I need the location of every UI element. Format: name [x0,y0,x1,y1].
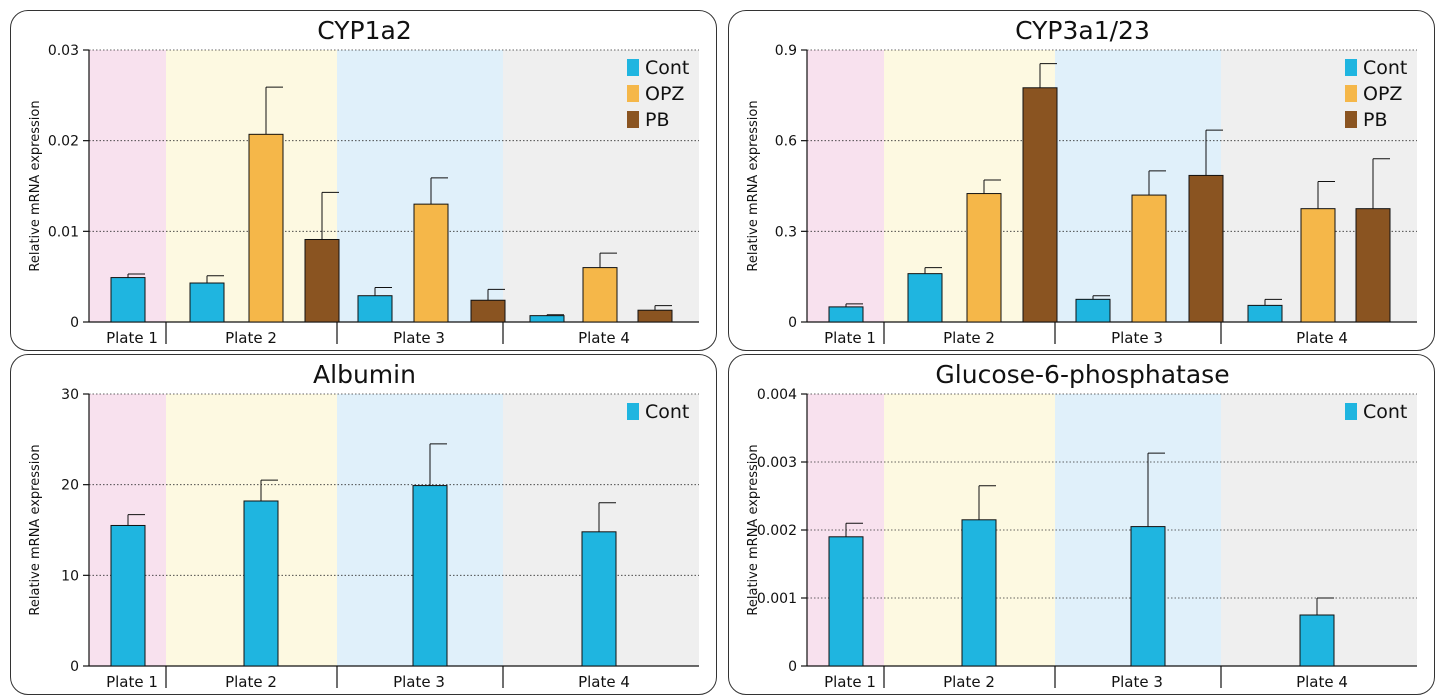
legend-swatch [1345,111,1357,128]
plate-band [807,50,884,322]
y-tick-label: 0.3 [775,224,797,240]
bar [581,531,617,667]
legend-swatch [627,85,639,102]
x-tick-label: Plate 1 [106,673,158,691]
bar [637,309,673,323]
legend-label: Cont [1363,57,1407,79]
x-tick-label: Plate 1 [106,329,158,347]
bar [1022,87,1058,323]
bar [1355,208,1391,323]
y-tick-label: 20 [61,478,79,494]
y-tick-label: 0.9 [775,43,797,59]
bar [412,485,448,667]
x-tick-label: Plate 3 [393,673,445,691]
chart-title: CYP1a2 [317,16,412,45]
y-tick-label: 0 [788,315,797,331]
x-tick-label: Plate 2 [225,329,277,347]
y-tick-label: 30 [61,387,79,403]
x-tick-label: Plate 3 [1111,673,1163,691]
x-tick-label: Plate 3 [1111,329,1163,347]
y-axis-label: Relative mRNA expression [746,100,761,271]
legend-label: Cont [645,57,689,79]
chart-svg: 0 0.3 0.6 0.9 Plate 1 Plate 2 Plate 3 Plate 4 Re… [746,16,1417,347]
y-tick-label: 0 [70,659,79,675]
legend-label: OPZ [1363,83,1402,105]
legend-label: PB [1363,109,1388,131]
y-tick-label: 0.004 [757,387,797,403]
bar [357,295,393,323]
chart-panel-glucose-6-phosphatase: 0 0.001 0.002 0.003 0.004 Plate 1 Plate 2 Plate… [728,354,1435,695]
y-tick-label: 0.02 [48,134,79,150]
bar [1130,526,1166,667]
bar [1300,208,1336,323]
x-tick-label: Plate 2 [225,673,277,691]
chart-panel-cyp1a2: 0 0.01 0.02 0.03 Plate 1 Plate 2 Plate 3 Plate … [10,10,717,351]
bar [582,267,618,323]
bar [1131,194,1167,323]
legend-label: Cont [1363,401,1407,423]
y-tick-label: 0.003 [757,455,797,471]
x-tick-label: Plate 4 [1296,673,1348,691]
bar [110,524,146,667]
chart-svg: 0 0.01 0.02 0.03 Plate 1 Plate 2 Plate 3 Plate … [28,16,699,347]
x-tick-label: Plate 2 [943,673,995,691]
y-tick-label: 0.03 [48,43,79,59]
chart-svg: 0 0.001 0.002 0.003 0.004 Plate 1 Plate 2 Plate… [746,360,1417,691]
legend-label: PB [645,109,670,131]
chart-panel-cyp3a1-23: 0 0.3 0.6 0.9 Plate 1 Plate 2 Plate 3 Plate 4 Re… [728,10,1435,351]
bar [907,273,943,323]
legend-swatch [627,111,639,128]
x-tick-label: Plate 4 [1296,329,1348,347]
y-tick-label: 10 [61,568,79,584]
y-tick-label: 0 [70,315,79,331]
x-tick-label: Plate 3 [393,329,445,347]
x-tick-label: Plate 4 [578,673,630,691]
x-tick-label: Plate 1 [824,329,876,347]
legend-label: Cont [645,401,689,423]
y-tick-label: 0 [788,659,797,675]
y-axis-label: Relative mRNA expression [746,444,761,615]
y-axis-label: Relative mRNA expression [28,100,43,271]
bar [470,299,506,323]
legend-label: OPZ [645,83,684,105]
y-tick-label: 0.01 [48,224,79,240]
y-axis-label: Relative mRNA expression [28,444,43,615]
chart-svg: 0 10 20 30 Plate 1 Plate 2 Plate 3 Plate 4 Relat… [28,360,699,691]
y-tick-label: 0.6 [775,134,797,150]
y-tick-label: 0.002 [757,523,797,539]
y-tick-label: 0.001 [757,591,797,607]
bar [1299,614,1335,667]
x-tick-label: Plate 1 [824,673,876,691]
legend-swatch [627,59,639,76]
bar [110,277,146,323]
bar [1188,174,1224,323]
bar [1075,298,1111,323]
chart-title: Glucose-6-phosphatase [935,360,1229,389]
bar [828,536,864,667]
x-tick-label: Plate 4 [578,329,630,347]
bar [413,203,449,323]
bar [1247,304,1283,323]
bar [961,519,997,667]
chart-title: CYP3a1/23 [1015,16,1150,45]
bar [304,238,340,323]
bar [529,315,565,323]
legend-swatch [1345,59,1357,76]
bar [243,500,279,667]
legend-swatch [1345,403,1357,420]
bar [828,306,864,323]
chart-panel-albumin: 0 10 20 30 Plate 1 Plate 2 Plate 3 Plate 4 Relat… [10,354,717,695]
bar [966,193,1002,323]
legend-swatch [1345,85,1357,102]
legend-swatch [627,403,639,420]
x-tick-label: Plate 2 [943,329,995,347]
bar [248,133,284,323]
bar [189,282,225,323]
chart-title: Albumin [313,360,416,389]
